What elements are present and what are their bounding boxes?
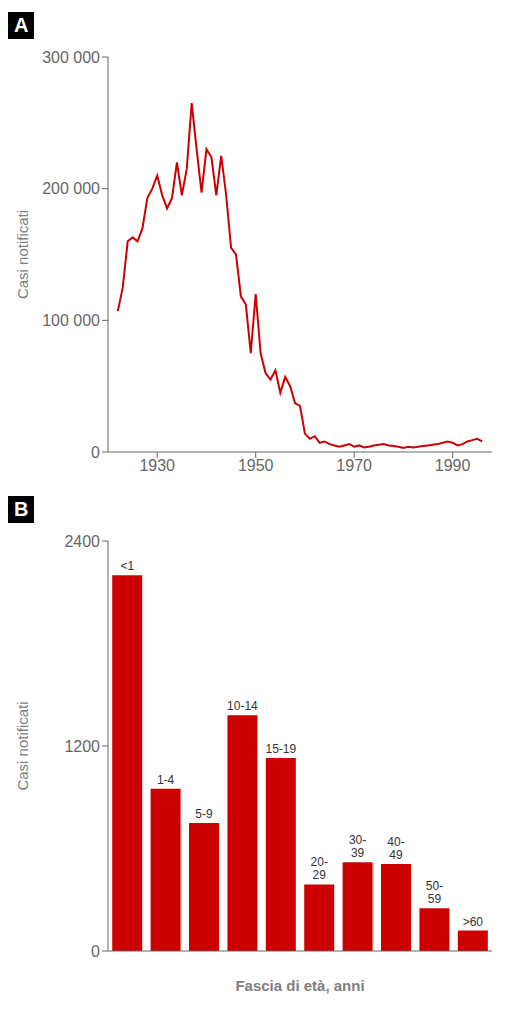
svg-text:0: 0 (91, 943, 100, 960)
svg-text:1200: 1200 (64, 738, 100, 755)
svg-text:<1: <1 (120, 559, 134, 573)
svg-text:1970: 1970 (336, 457, 372, 474)
svg-text:5-9: 5-9 (195, 807, 213, 821)
svg-text:50-59: 50-59 (426, 879, 443, 906)
svg-text:10-14: 10-14 (227, 699, 258, 713)
svg-text:Fascia di età, anni: Fascia di età, anni (235, 977, 364, 994)
svg-text:>60: >60 (463, 915, 484, 929)
html-text:B: B (14, 497, 29, 520)
svg-text:Casi notificati: Casi notificati (14, 210, 31, 299)
svg-text:100 000: 100 000 (42, 312, 100, 329)
svg-text:15-19: 15-19 (265, 742, 296, 756)
svg-text:1950: 1950 (238, 457, 274, 474)
svg-text:1990: 1990 (435, 457, 471, 474)
svg-text:1930: 1930 (139, 457, 175, 474)
svg-text:0: 0 (91, 444, 100, 461)
svg-text:Casi notificati: Casi notificati (14, 701, 31, 790)
svg-text:30-39: 30-39 (349, 833, 366, 860)
svg-text:300 000: 300 000 (42, 49, 100, 66)
svg-text:1-4: 1-4 (157, 773, 175, 787)
html-text:A: A (14, 13, 29, 36)
svg-text:2400: 2400 (64, 533, 100, 550)
svg-text:40-49: 40-49 (387, 835, 404, 862)
svg-text:200 000: 200 000 (42, 180, 100, 197)
svg-text:20-29: 20-29 (311, 855, 328, 882)
